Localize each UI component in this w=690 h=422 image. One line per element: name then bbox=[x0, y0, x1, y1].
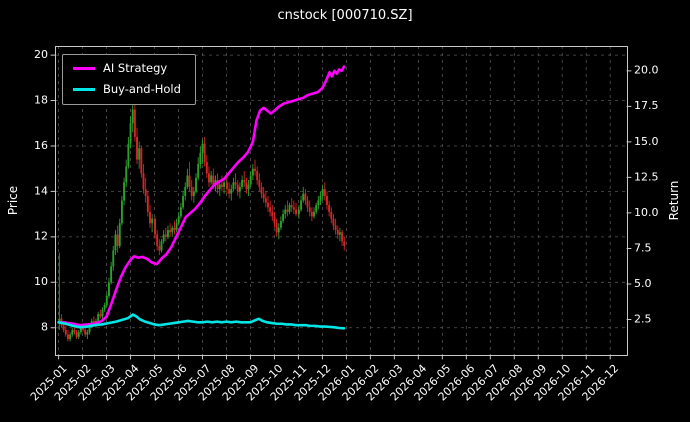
legend-item-buy-and-hold: Buy-and-Hold bbox=[73, 81, 181, 97]
legend-item-ai-strategy: AI Strategy bbox=[73, 61, 181, 76]
buy-and-hold-line-swatch bbox=[73, 88, 95, 92]
ai-strategy-line-swatch bbox=[73, 67, 95, 71]
legend-label-buy-and-hold: Buy-and-Hold bbox=[103, 81, 181, 96]
legend-label-ai-strategy: AI Strategy bbox=[103, 61, 168, 75]
chart-legend: AI Strategy Buy-and-Hold bbox=[62, 54, 196, 105]
